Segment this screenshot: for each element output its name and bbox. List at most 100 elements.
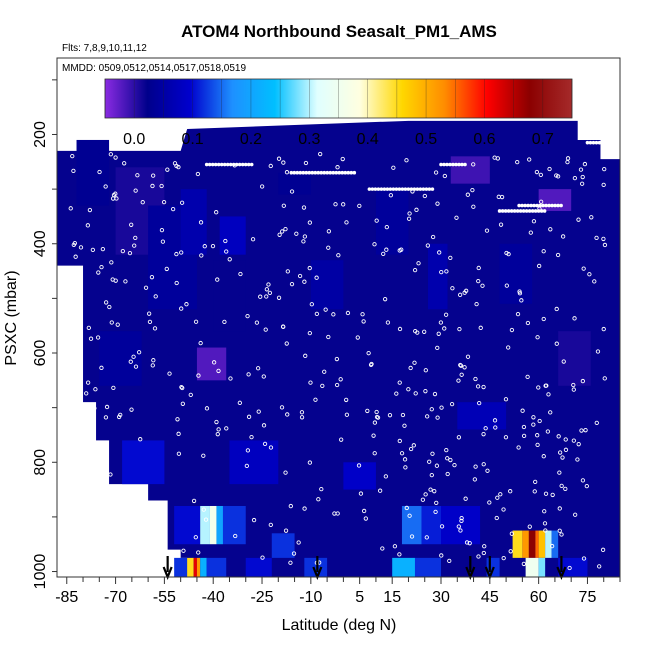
sample-marker xyxy=(132,243,137,248)
sample-marker xyxy=(521,424,527,430)
sample-marker xyxy=(316,497,321,502)
sample-marker xyxy=(517,289,522,294)
track-marker-4 xyxy=(460,162,464,167)
track-marker-7 xyxy=(591,140,596,145)
track-marker-3 xyxy=(373,187,378,191)
sample-marker xyxy=(174,280,179,286)
sample-marker xyxy=(73,254,78,259)
sample-marker xyxy=(108,472,113,477)
sample-marker xyxy=(136,350,142,355)
sample-marker xyxy=(448,457,453,463)
sample-marker xyxy=(541,316,546,322)
track-marker-5 xyxy=(503,209,508,213)
sample-marker xyxy=(478,325,483,330)
sample-marker xyxy=(384,247,389,252)
sample-marker xyxy=(448,255,453,261)
sample-marker xyxy=(602,166,607,172)
sample-marker xyxy=(333,202,338,207)
sample-marker xyxy=(545,429,551,434)
sample-marker xyxy=(546,392,551,397)
sample-marker xyxy=(563,447,569,452)
sample-marker xyxy=(129,407,134,412)
sample-marker xyxy=(521,433,527,438)
sample-marker xyxy=(412,268,418,273)
track-marker-0 xyxy=(125,127,129,131)
sample-marker xyxy=(238,271,243,277)
track-marker-2 xyxy=(307,170,312,175)
x-axis: -85 -70 -55 -40 -25 -10 5 15 30 45 60 75 xyxy=(55,577,621,606)
sample-marker xyxy=(433,509,438,514)
sample-marker xyxy=(89,428,95,434)
sample-marker xyxy=(68,455,73,460)
sample-marker xyxy=(95,470,101,476)
sample-marker xyxy=(180,385,185,391)
track-marker-0 xyxy=(119,127,123,131)
sample-marker xyxy=(153,520,159,525)
heatmap-cell-40 xyxy=(512,530,523,558)
sample-marker xyxy=(160,239,166,244)
sample-marker xyxy=(548,410,553,415)
sample-marker xyxy=(100,247,106,252)
sample-marker xyxy=(356,463,362,468)
sample-marker xyxy=(181,548,186,553)
sample-marker xyxy=(198,340,203,346)
track-marker-2 xyxy=(322,170,327,175)
track-marker-1 xyxy=(210,162,215,167)
heatmap-cell-33 xyxy=(200,557,207,577)
sample-marker xyxy=(531,422,536,427)
sample-marker xyxy=(435,201,440,206)
sample-marker xyxy=(332,511,337,516)
sample-marker xyxy=(428,487,433,492)
sample-marker xyxy=(133,364,139,369)
track-marker-4 xyxy=(451,162,455,167)
heatmap-cell-23 xyxy=(216,505,223,545)
sample-marker xyxy=(377,488,383,493)
sample-marker xyxy=(549,543,555,549)
track-marker-3 xyxy=(370,187,375,191)
sample-marker xyxy=(408,446,414,452)
sample-marker xyxy=(459,372,464,377)
sample-marker xyxy=(527,524,532,529)
sample-marker xyxy=(459,518,464,524)
heatmap-cell-5 xyxy=(99,331,142,386)
sample-marker xyxy=(520,408,525,413)
sample-marker xyxy=(543,491,549,496)
sample-marker xyxy=(380,546,385,551)
track-marker-1 xyxy=(231,162,236,167)
sample-marker xyxy=(436,331,441,336)
sample-marker xyxy=(255,366,261,371)
sample-marker xyxy=(303,160,309,166)
sample-marker xyxy=(413,391,418,396)
sample-marker xyxy=(435,415,440,420)
heatmap-cell-4 xyxy=(196,347,227,381)
sample-marker xyxy=(224,426,229,431)
track-marker-3 xyxy=(367,187,372,191)
sample-marker xyxy=(72,241,77,246)
sample-marker xyxy=(383,474,389,479)
sample-marker xyxy=(214,210,219,215)
sample-marker xyxy=(204,406,210,411)
sample-marker xyxy=(457,326,462,332)
sample-marker xyxy=(355,335,360,340)
sample-marker xyxy=(536,385,541,390)
sample-marker xyxy=(587,272,592,277)
sample-marker xyxy=(138,437,143,442)
sample-marker xyxy=(503,435,509,440)
sample-marker xyxy=(319,487,324,492)
x-axis-label: Latitude (deg N) xyxy=(282,617,397,634)
heatmap-cell-26 xyxy=(401,505,422,545)
track-marker-0 xyxy=(149,127,153,131)
sample-marker xyxy=(361,508,367,514)
sample-marker xyxy=(465,354,471,359)
sample-marker xyxy=(542,509,547,514)
sample-marker xyxy=(499,194,505,200)
sample-marker xyxy=(84,391,89,396)
sample-marker xyxy=(465,192,470,197)
sample-marker xyxy=(444,447,449,453)
sample-marker xyxy=(78,245,84,250)
sample-marker xyxy=(475,384,481,389)
sample-marker xyxy=(534,169,540,175)
sample-marker xyxy=(402,457,408,462)
track-marker-5 xyxy=(500,209,505,213)
sample-marker xyxy=(228,376,233,381)
